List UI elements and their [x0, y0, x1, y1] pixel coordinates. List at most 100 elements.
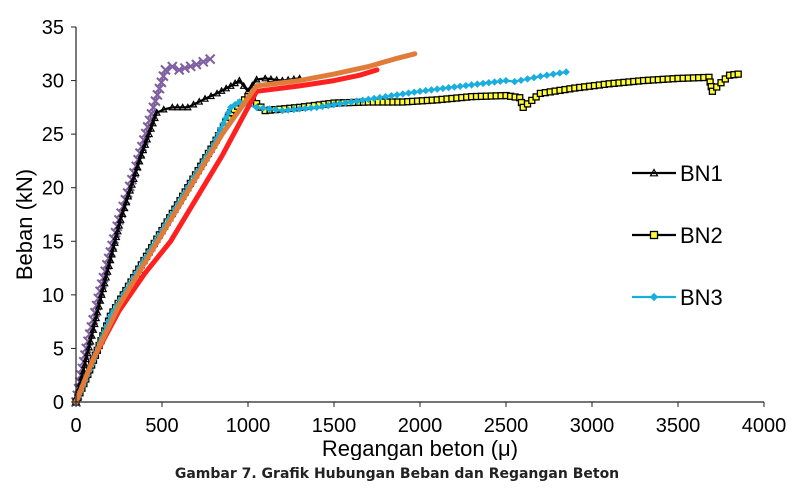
data-point-triangle — [173, 103, 182, 111]
data-point-diamond — [295, 105, 304, 113]
data-point-x — [158, 70, 169, 82]
data-point-diamond — [313, 103, 321, 112]
data-point-square — [734, 70, 742, 78]
y-tick-label: 10 — [42, 285, 64, 307]
data-point-triangle — [195, 97, 204, 105]
data-point-diamond — [439, 84, 447, 93]
legend-item-bn1: BN1 — [632, 161, 723, 186]
data-point-diamond — [227, 103, 235, 112]
x-axis-ticks: 0 500 1000 1500 2000 2500 3000 3500 4000 — [70, 402, 786, 437]
data-point-triangle — [85, 343, 94, 351]
data-point-diamond — [556, 69, 564, 77]
data-point-triangle — [109, 244, 118, 252]
data-point-triangle — [139, 145, 148, 154]
data-point-triangle — [148, 119, 157, 127]
data-point-diamond — [410, 88, 418, 96]
data-point-diamond — [301, 104, 310, 113]
data-point-triangle — [235, 76, 244, 84]
data-point-diamond — [290, 105, 298, 114]
data-point-diamond — [404, 89, 413, 97]
data-point-triangle — [129, 174, 138, 182]
data-point-triangle — [100, 279, 109, 287]
data-point-triangle — [112, 232, 121, 241]
data-point-triangle — [96, 296, 105, 304]
data-point-diamond — [358, 96, 367, 104]
figure-caption: Gambar 7. Grafik Hubungan Beban dan Rega… — [174, 466, 620, 482]
data-point-diamond — [502, 76, 510, 85]
data-point-triangle — [93, 308, 102, 316]
data-point-diamond — [364, 95, 373, 104]
series-bn1 — [71, 74, 304, 405]
data-point-triangle — [116, 215, 125, 223]
data-point-triangle — [159, 105, 168, 113]
data-point-triangle — [150, 113, 159, 122]
data-point-triangle — [118, 209, 127, 218]
y-tick-label: 30 — [42, 71, 64, 93]
y-axis-title: Beban (kN) — [12, 169, 37, 280]
data-point-triangle — [99, 284, 108, 293]
data-point-diamond — [376, 93, 384, 102]
data-point-triangle — [86, 337, 95, 345]
data-point-diamond — [370, 94, 378, 103]
data-point-diamond — [393, 91, 401, 99]
data-point-diamond — [433, 85, 441, 93]
data-point-x — [167, 61, 178, 72]
data-point-diamond — [324, 101, 332, 110]
data-point-triangle — [102, 273, 111, 281]
data-point-diamond — [467, 81, 476, 89]
data-point-triangle — [82, 354, 91, 363]
data-point-x — [154, 83, 165, 94]
data-point-triangle — [207, 91, 216, 100]
data-point-x — [152, 89, 163, 101]
data-point-diamond — [473, 80, 482, 88]
data-point-triangle — [124, 192, 133, 200]
data-point-triangle — [200, 94, 210, 102]
data-point-square — [717, 79, 725, 87]
data-point-square — [708, 87, 717, 95]
data-point-square — [721, 75, 729, 83]
data-point-triangle — [649, 168, 659, 177]
data-point-triangle — [122, 198, 131, 206]
data-point-triangle — [141, 140, 150, 148]
x-tick-label: 2000 — [398, 415, 443, 437]
data-point-diamond — [649, 292, 659, 302]
legend-item-bn2: BN2 — [632, 223, 723, 248]
data-point-triangle — [126, 186, 135, 194]
data-point-triangle — [83, 349, 92, 357]
x-tick-label: 1500 — [312, 415, 357, 437]
data-point-diamond — [517, 76, 525, 85]
y-tick-label: 20 — [42, 178, 64, 200]
data-point-x — [179, 62, 191, 74]
legend: BN1 BN2 BN3 — [632, 161, 723, 310]
plot-area — [70, 51, 742, 408]
data-point-square — [713, 83, 721, 91]
data-point-diamond — [330, 100, 338, 109]
data-point-diamond — [510, 77, 519, 86]
data-point-diamond — [387, 92, 396, 100]
data-point-triangle — [87, 331, 96, 339]
data-point-diamond — [341, 99, 350, 107]
data-point-triangle — [145, 129, 154, 138]
data-point-triangle — [115, 221, 124, 229]
data-point-x — [204, 53, 216, 65]
legend-item-bn3: BN3 — [632, 285, 723, 310]
data-point-diamond — [427, 86, 436, 94]
data-point-triangle — [113, 227, 122, 235]
x-tick-label: 3500 — [656, 415, 701, 437]
data-point-square — [649, 230, 659, 240]
data-point-diamond — [259, 104, 267, 112]
data-point-triangle — [97, 290, 106, 298]
data-point-triangle — [131, 168, 140, 177]
data-point-diamond — [252, 103, 261, 112]
y-tick-label: 15 — [42, 231, 64, 253]
data-point-triangle — [168, 103, 177, 111]
data-point-diamond — [462, 81, 470, 90]
data-point-x — [185, 61, 196, 72]
data-point-triangle — [92, 313, 101, 322]
data-point-diamond — [496, 77, 504, 85]
data-point-triangle — [127, 180, 136, 188]
data-point-diamond — [222, 114, 230, 122]
y-tick-label: 35 — [42, 17, 64, 39]
data-point-diamond — [530, 73, 538, 82]
data-point-diamond — [231, 100, 239, 109]
